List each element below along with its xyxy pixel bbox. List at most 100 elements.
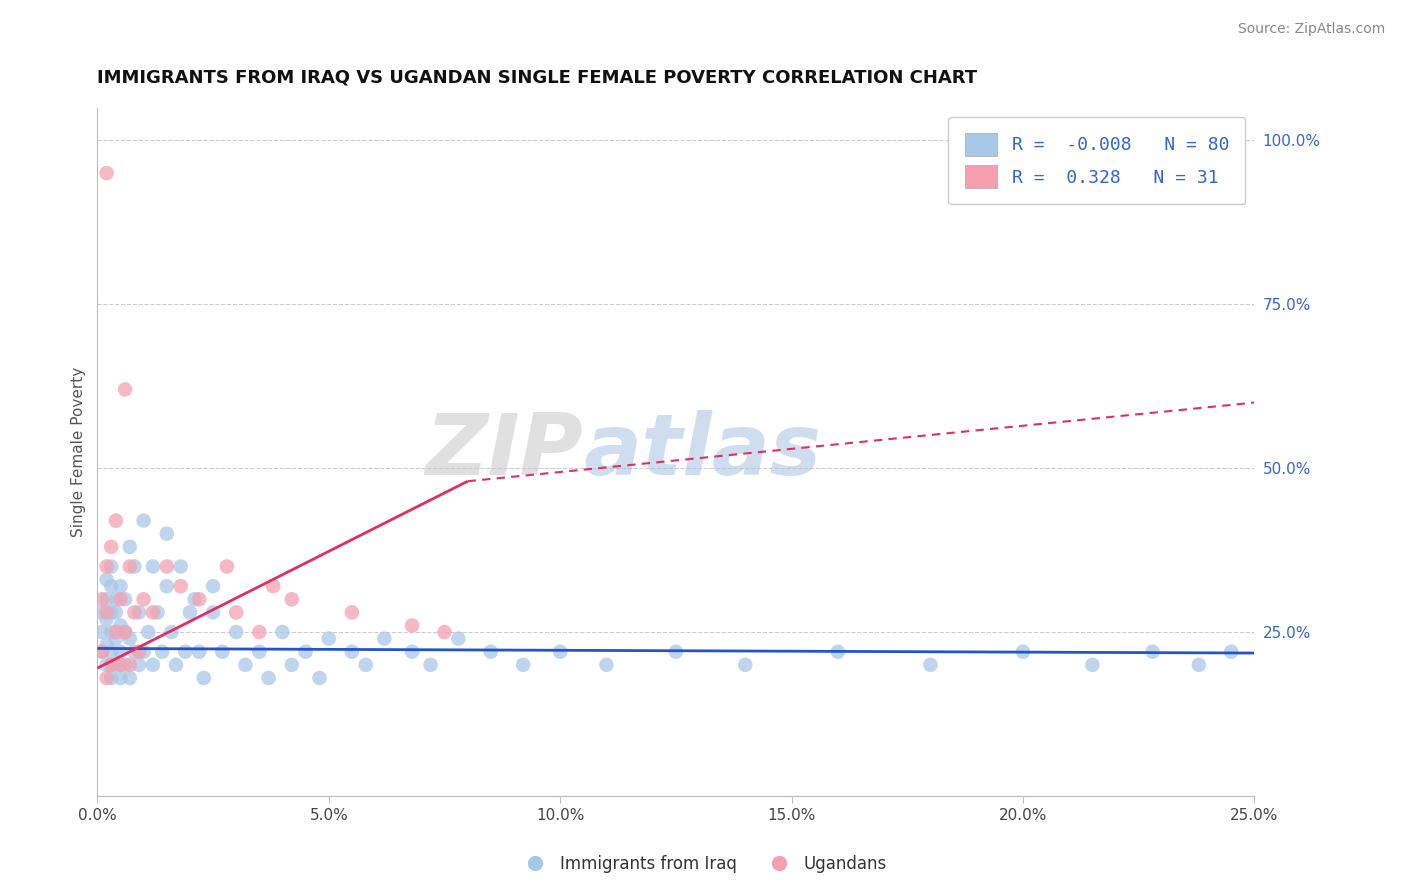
Point bbox=[110, 657, 132, 672]
Point bbox=[142, 657, 165, 672]
Point bbox=[142, 559, 165, 574]
Point bbox=[401, 618, 423, 632]
Point bbox=[96, 612, 118, 626]
Point bbox=[548, 645, 571, 659]
Point bbox=[193, 671, 215, 685]
Point bbox=[136, 625, 159, 640]
Point bbox=[920, 657, 942, 672]
Point bbox=[96, 638, 118, 652]
Y-axis label: Single Female Poverty: Single Female Poverty bbox=[72, 367, 86, 537]
Point bbox=[247, 645, 270, 659]
Point bbox=[512, 657, 534, 672]
Point bbox=[160, 625, 183, 640]
Point bbox=[104, 625, 127, 640]
Point bbox=[479, 645, 502, 659]
Point bbox=[183, 592, 205, 607]
Point bbox=[110, 592, 132, 607]
Point bbox=[132, 592, 155, 607]
Text: atlas: atlas bbox=[583, 410, 821, 493]
Point bbox=[262, 579, 284, 593]
Point bbox=[665, 645, 688, 659]
Point bbox=[100, 625, 122, 640]
Point bbox=[271, 625, 294, 640]
Point bbox=[124, 606, 146, 620]
Point bbox=[401, 645, 423, 659]
Point bbox=[100, 645, 122, 659]
Point bbox=[211, 645, 233, 659]
Point bbox=[156, 559, 179, 574]
Legend: R =  -0.008   N = 80, R =  0.328   N = 31: R = -0.008 N = 80, R = 0.328 N = 31 bbox=[949, 117, 1246, 204]
Point bbox=[114, 625, 136, 640]
Text: IMMIGRANTS FROM IRAQ VS UGANDAN SINGLE FEMALE POVERTY CORRELATION CHART: IMMIGRANTS FROM IRAQ VS UGANDAN SINGLE F… bbox=[97, 69, 977, 87]
Point bbox=[202, 606, 225, 620]
Point bbox=[132, 514, 155, 528]
Point bbox=[294, 645, 316, 659]
Point bbox=[595, 657, 617, 672]
Point bbox=[124, 559, 146, 574]
Point bbox=[118, 559, 141, 574]
Point bbox=[118, 632, 141, 646]
Point bbox=[110, 645, 132, 659]
Point bbox=[734, 657, 756, 672]
Point bbox=[225, 625, 247, 640]
Point bbox=[114, 657, 136, 672]
Point bbox=[96, 559, 118, 574]
Point bbox=[104, 632, 127, 646]
Point bbox=[96, 671, 118, 685]
Point bbox=[146, 606, 169, 620]
Point bbox=[114, 625, 136, 640]
Point bbox=[91, 645, 114, 659]
Point bbox=[280, 592, 302, 607]
Legend: Immigrants from Iraq, Ugandans: Immigrants from Iraq, Ugandans bbox=[512, 848, 894, 880]
Point bbox=[118, 657, 141, 672]
Point bbox=[104, 606, 127, 620]
Point bbox=[128, 657, 150, 672]
Point bbox=[169, 559, 191, 574]
Point bbox=[104, 514, 127, 528]
Point bbox=[96, 592, 118, 607]
Point bbox=[340, 645, 363, 659]
Point bbox=[96, 606, 118, 620]
Point bbox=[179, 606, 201, 620]
Point bbox=[124, 645, 146, 659]
Point bbox=[354, 657, 377, 672]
Point bbox=[318, 632, 340, 646]
Point bbox=[128, 606, 150, 620]
Point bbox=[110, 579, 132, 593]
Point bbox=[91, 625, 114, 640]
Point bbox=[1012, 645, 1035, 659]
Point bbox=[100, 559, 122, 574]
Point bbox=[1142, 645, 1164, 659]
Text: ZIP: ZIP bbox=[426, 410, 583, 493]
Point bbox=[118, 540, 141, 554]
Point bbox=[110, 671, 132, 685]
Point bbox=[280, 657, 302, 672]
Point bbox=[142, 606, 165, 620]
Point bbox=[373, 632, 395, 646]
Point bbox=[247, 625, 270, 640]
Point bbox=[91, 645, 114, 659]
Point bbox=[96, 573, 118, 587]
Point bbox=[128, 645, 150, 659]
Point bbox=[156, 526, 179, 541]
Point bbox=[308, 671, 330, 685]
Point bbox=[165, 657, 187, 672]
Point bbox=[225, 606, 247, 620]
Point bbox=[118, 671, 141, 685]
Point bbox=[100, 606, 122, 620]
Point bbox=[104, 592, 127, 607]
Point bbox=[1081, 657, 1104, 672]
Point bbox=[96, 166, 118, 180]
Point bbox=[104, 657, 127, 672]
Point bbox=[96, 657, 118, 672]
Point bbox=[257, 671, 280, 685]
Point bbox=[188, 645, 211, 659]
Point bbox=[100, 579, 122, 593]
Point bbox=[114, 592, 136, 607]
Point bbox=[114, 383, 136, 397]
Point bbox=[827, 645, 849, 659]
Point bbox=[235, 657, 257, 672]
Point bbox=[215, 559, 238, 574]
Point bbox=[188, 592, 211, 607]
Point bbox=[202, 579, 225, 593]
